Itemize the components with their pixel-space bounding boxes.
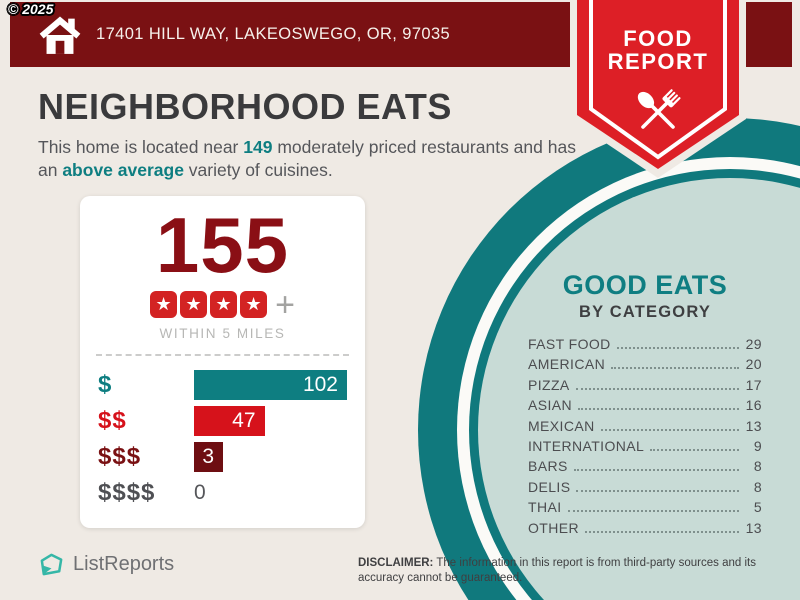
disclaimer: DISCLAIMER: The information in this repo… — [358, 556, 794, 586]
category-row: INTERNATIONAL 9 — [528, 438, 762, 458]
category-count: 8 — [753, 478, 762, 495]
category-row: PIZZA 17 — [528, 377, 762, 397]
good-eats-title: GOOD EATS — [562, 270, 728, 300]
price-tier-label: $$$ — [98, 443, 142, 470]
page-subtitle: This home is located near 149 moderately… — [38, 136, 586, 182]
price-bars: $ 102 $$ 47 $$$ 3 $$$$ 0 — [80, 370, 365, 508]
price-bar-row: $$$ 3 — [98, 442, 347, 472]
restaurant-summary-card: 155 ★ ★ ★ ★ + WITHIN 5 MILES $ 102 $$ 47 $$$… — [80, 196, 365, 528]
dotted-leader — [567, 510, 739, 513]
subtitle-text: This home is located near — [38, 137, 244, 157]
price-tier-label: $$ — [98, 407, 127, 434]
category-count: 16 — [745, 397, 762, 414]
bar-track: 47 — [194, 406, 347, 436]
category-count: 20 — [745, 356, 762, 373]
category-count: 13 — [745, 519, 762, 536]
category-row: THAI 5 — [528, 499, 762, 519]
category-label: AMERICAN — [528, 356, 606, 373]
bar: 47 — [194, 406, 265, 436]
category-label: DELIS — [528, 478, 571, 495]
category-row: AMERICAN 20 — [528, 356, 762, 376]
bar-track: 0 — [194, 478, 347, 508]
listreports-brand: ListReports — [38, 551, 174, 578]
dotted-leader — [611, 367, 739, 370]
radius-label: WITHIN 5 MILES — [159, 326, 286, 341]
home-icon — [39, 15, 81, 54]
price-bar-row: $$ 47 — [98, 406, 347, 436]
bar-track: 102 — [194, 370, 347, 400]
category-label: MEXICAN — [528, 417, 595, 434]
category-count: 13 — [745, 417, 762, 434]
variety-highlight: above average — [62, 160, 184, 181]
category-count: 8 — [753, 458, 762, 475]
bar-value: 0 — [194, 481, 206, 504]
dotted-leader — [578, 408, 739, 411]
dotted-leader — [573, 469, 739, 472]
page-title: NEIGHBORHOOD EATS — [38, 86, 452, 127]
category-row: DELIS 8 — [528, 479, 762, 499]
category-label: OTHER — [528, 519, 579, 536]
category-row: OTHER 13 — [528, 520, 762, 540]
disclaimer-text: The information in this report is from t… — [358, 557, 756, 584]
property-address: 17401 HILL WAY, LAKEOSWEGO, OR, 97035 — [96, 25, 451, 43]
spoon-fork-icon — [637, 89, 681, 129]
brand-name: ListReports — [73, 553, 175, 575]
category-count: 29 — [745, 336, 762, 352]
dotted-leader — [575, 387, 739, 390]
dotted-leader — [616, 347, 739, 349]
rating-stars: ★ ★ ★ ★ + — [80, 285, 365, 324]
restaurant-count-highlight: 149 — [243, 137, 273, 157]
category-list: FAST FOOD 29 AMERICAN 20 PIZZA 17 ASIAN … — [528, 336, 762, 540]
category-count: 9 — [753, 437, 762, 454]
food-report-ribbon: FOOD REPORT — [570, 0, 746, 178]
bar: 102 — [194, 370, 347, 400]
good-eats-panel: GOOD EATS BY CATEGORY FAST FOOD 29 AMERI… — [528, 270, 762, 540]
ribbon-title-line2: REPORT — [608, 49, 709, 74]
subtitle-text: moderately priced restaurants and has an — [38, 137, 576, 181]
price-tier-label: $ — [98, 371, 113, 398]
category-label: THAI — [528, 499, 562, 516]
bar-track: 3 — [194, 442, 347, 472]
star-icon: ★ — [240, 291, 268, 318]
disclaimer-label: DISCLAIMER: — [358, 557, 434, 569]
category-label: INTERNATIONAL — [528, 437, 645, 454]
plus-suffix: + — [275, 285, 295, 324]
bar: 3 — [194, 442, 224, 472]
star-icon: ★ — [180, 291, 208, 318]
dotted-leader — [585, 530, 739, 533]
category-row: BARS 8 — [528, 458, 762, 478]
copyright-label: © 2025 — [8, 1, 54, 17]
category-row: FAST FOOD 29 — [528, 336, 762, 356]
category-label: PIZZA — [528, 376, 570, 393]
price-bar-row: $ 102 — [98, 370, 347, 400]
category-label: ASIAN — [528, 397, 573, 414]
listreports-logo-icon — [40, 553, 63, 576]
star-icon: ★ — [210, 291, 238, 318]
category-count: 5 — [753, 499, 762, 516]
dotted-leader — [650, 448, 739, 451]
price-bar-row: $$$$ 0 — [98, 478, 347, 508]
restaurant-total-count: 155 — [155, 201, 290, 289]
category-label: BARS — [528, 458, 568, 475]
price-tier-label: $$$$ — [98, 479, 156, 506]
category-count: 17 — [745, 376, 762, 393]
dotted-leader — [600, 428, 739, 431]
star-icon: ★ — [150, 291, 178, 318]
category-row: MEXICAN 13 — [528, 418, 762, 438]
category-row: ASIAN 16 — [528, 397, 762, 417]
dotted-leader — [576, 489, 739, 492]
good-eats-subtitle: BY CATEGORY — [578, 303, 712, 321]
category-label: FAST FOOD — [528, 336, 611, 352]
dashed-divider — [96, 354, 349, 356]
subtitle-text: variety of cuisines. — [183, 160, 333, 181]
ribbon-title-line1: FOOD — [623, 26, 693, 51]
